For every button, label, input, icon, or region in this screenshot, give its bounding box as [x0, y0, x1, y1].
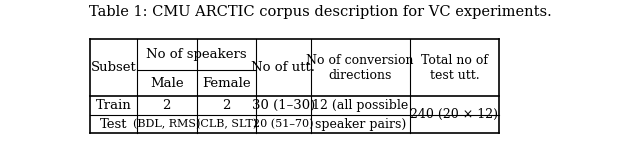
Text: 2: 2 [222, 99, 230, 112]
Text: Total no of
test utt.: Total no of test utt. [421, 54, 488, 82]
Text: speaker pairs): speaker pairs) [315, 118, 406, 131]
Text: 20 (51–70): 20 (51–70) [253, 119, 314, 129]
Text: 30 (1–30): 30 (1–30) [252, 99, 315, 112]
Text: Subset: Subset [91, 61, 136, 74]
Text: (BDL, RMS): (BDL, RMS) [133, 119, 200, 129]
Text: 12 (all possible: 12 (all possible [312, 99, 408, 112]
Text: No of utt.: No of utt. [252, 61, 316, 74]
Text: 240 (20 × 12): 240 (20 × 12) [410, 108, 499, 121]
Text: Male: Male [150, 77, 184, 90]
Text: 2: 2 [163, 99, 171, 112]
Text: Train: Train [95, 99, 131, 112]
Text: Table 1: CMU ARCTIC corpus description for VC experiments.: Table 1: CMU ARCTIC corpus description f… [88, 5, 552, 19]
Text: Female: Female [202, 77, 251, 90]
Text: Test: Test [100, 118, 127, 131]
Text: (CLB, SLT): (CLB, SLT) [196, 119, 257, 129]
Text: No of speakers: No of speakers [147, 48, 247, 61]
Text: No of conversion
directions: No of conversion directions [307, 54, 414, 82]
